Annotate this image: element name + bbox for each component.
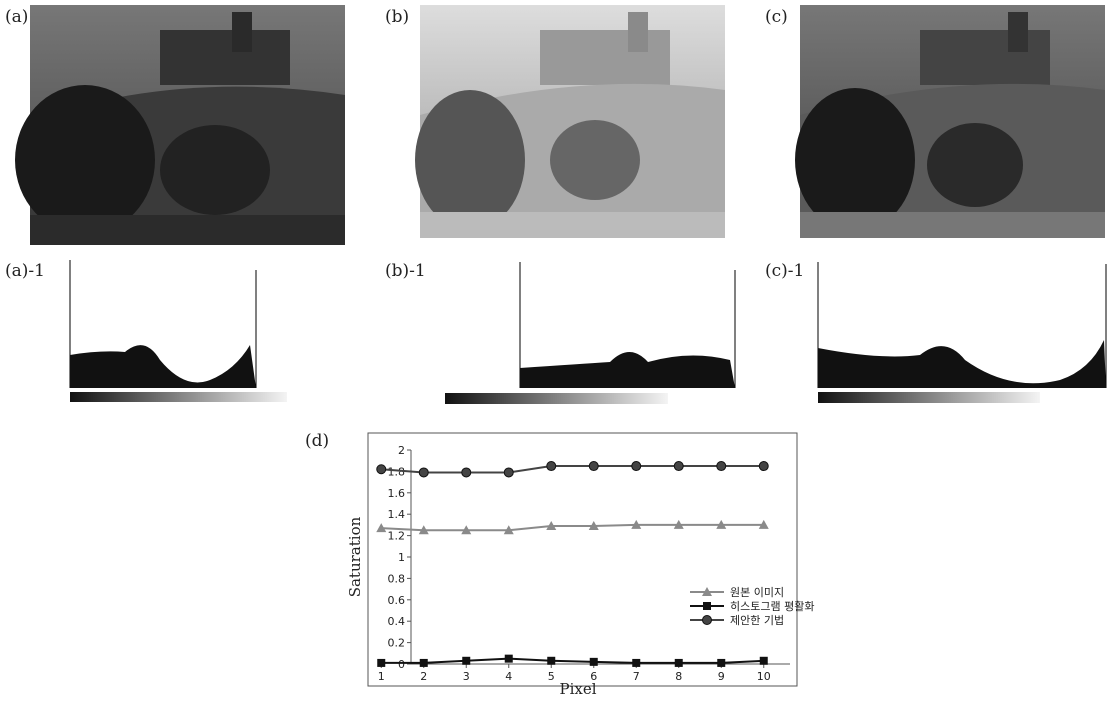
marker <box>759 656 768 665</box>
x-tick-label: 5 <box>548 670 555 683</box>
legend-marker <box>703 602 711 610</box>
y-tick-label: 0 <box>398 658 405 671</box>
marker <box>462 656 471 665</box>
marker <box>717 658 726 667</box>
x-tick-label: 8 <box>675 670 682 683</box>
photo-a <box>15 5 345 246</box>
x-tick-label: 2 <box>420 670 427 683</box>
marker <box>716 519 727 529</box>
marker <box>418 467 429 478</box>
panel-label: (a) <box>5 7 28 27</box>
marker <box>376 464 387 475</box>
y-tick-label: 0.4 <box>388 615 406 628</box>
series-line <box>381 523 764 532</box>
x-tick-label: 6 <box>590 670 597 683</box>
x-axis-label: Pixel <box>559 680 596 697</box>
series-line <box>381 465 764 474</box>
marker <box>632 658 641 667</box>
histogram-b <box>445 262 736 404</box>
plot: 0 0.2 0.4 0.6 0.8 1 1.2 1.4 1.6 1.8 2 1 2 3 4 5 6 7 8 9 10 원본… <box>376 444 814 683</box>
panel-label: (b) <box>385 7 409 27</box>
series-line <box>381 657 764 664</box>
marker <box>503 525 514 535</box>
marker <box>503 467 514 478</box>
legend-label: 원본 이미지 <box>730 586 784 599</box>
x-tick-label: 9 <box>718 670 725 683</box>
photo-b <box>415 5 725 238</box>
x-tick-label: 10 <box>757 670 771 683</box>
legend-label: 제안한 기법 <box>730 614 784 627</box>
marker <box>758 461 769 472</box>
histogram-c <box>817 262 1107 403</box>
panel-label: (c) <box>765 7 788 27</box>
y-tick-label: 1 <box>398 551 405 564</box>
marker <box>376 523 387 533</box>
plot-frame <box>367 432 798 687</box>
y-tick-label: 1.4 <box>388 508 406 521</box>
marker <box>461 525 472 535</box>
marker <box>461 467 472 478</box>
marker <box>546 520 557 530</box>
marker <box>673 461 684 472</box>
legend-marker <box>702 587 712 596</box>
y-tick-label: 2 <box>398 444 405 457</box>
marker <box>589 657 598 666</box>
marker <box>631 519 642 529</box>
histogram-label: (c)-1 <box>765 261 804 281</box>
marker <box>418 525 429 535</box>
photo-c <box>795 5 1105 238</box>
histogram-a <box>69 260 287 402</box>
x-tick-label: 1 <box>378 670 385 683</box>
x-tick-label: 7 <box>633 670 640 683</box>
marker <box>547 656 556 665</box>
marker <box>504 654 513 663</box>
histogram-label: (b)-1 <box>385 261 426 281</box>
marker <box>631 461 642 472</box>
legend-marker <box>702 615 712 625</box>
histogram-label: (a)-1 <box>5 261 45 281</box>
y-tick-label: 0.8 <box>388 572 406 585</box>
marker <box>419 658 428 667</box>
y-axis-label: Saturation <box>346 516 364 597</box>
marker <box>716 461 727 472</box>
marker <box>674 658 683 667</box>
legend-label: 히스토그램 평활화 <box>730 599 814 613</box>
marker <box>377 658 386 667</box>
x-tick-label: 3 <box>463 670 470 683</box>
marker <box>758 519 769 529</box>
y-tick-label: 1.8 <box>388 465 406 478</box>
y-tick-label: 1.6 <box>388 487 406 500</box>
panel-label: (d) <box>305 431 329 451</box>
marker <box>673 519 684 529</box>
y-tick-label: 1.2 <box>388 530 406 543</box>
y-tick-label: 0.2 <box>388 637 406 650</box>
y-tick-label: 0.6 <box>388 594 406 607</box>
x-tick-label: 4 <box>505 670 512 683</box>
marker <box>588 520 599 530</box>
marker <box>546 461 557 472</box>
marker <box>588 461 599 472</box>
